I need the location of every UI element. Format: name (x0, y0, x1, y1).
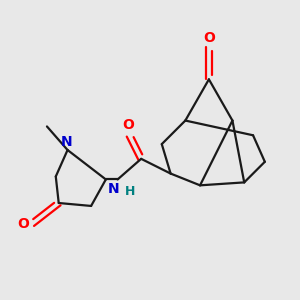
Text: O: O (122, 118, 134, 132)
Text: O: O (203, 31, 215, 45)
Text: O: O (17, 217, 29, 231)
Text: H: H (125, 185, 135, 198)
Text: N: N (107, 182, 119, 197)
Text: N: N (60, 134, 72, 148)
